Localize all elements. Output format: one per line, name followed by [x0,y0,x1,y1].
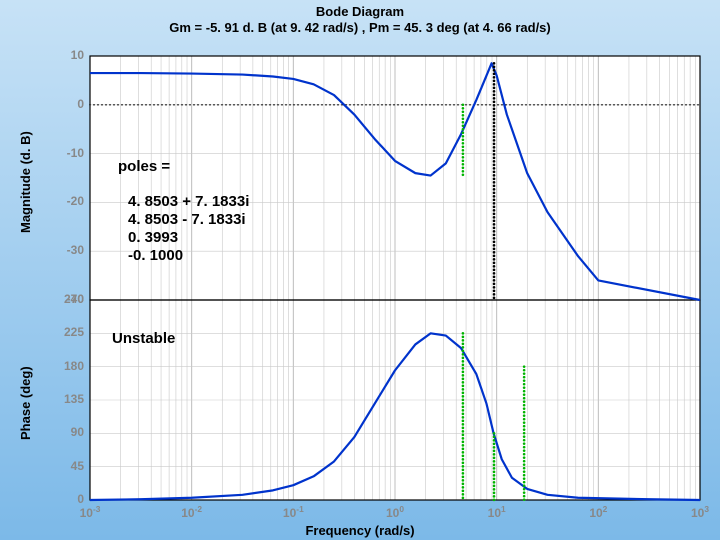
figure-svg [0,0,720,540]
x-tick-label: 102 [580,504,616,520]
bode-diagram-figure: Bode Diagram Gm = -5. 91 d. B (at 9. 42 … [0,0,720,540]
y-tick-label: 0 [44,97,84,111]
x-tick-label: 101 [479,504,515,520]
y-tick-label: 180 [44,359,84,373]
y-tick-label: -30 [44,243,84,257]
x-tick-label: 100 [377,504,413,520]
y-tick-label: -10 [44,146,84,160]
poles-list-line: 4. 8503 - 7. 1833i [128,211,249,229]
unstable-annotation: Unstable [112,330,175,348]
poles-list-line: 0. 3993 [128,229,249,247]
y-tick-label: 90 [44,425,84,439]
poles-list-line: -0. 1000 [128,247,249,265]
y-tick-label: 45 [44,459,84,473]
poles-list-annotation: 4. 8503 + 7. 1833i4. 8503 - 7. 1833i0. 3… [128,193,249,265]
x-tick-label: 103 [682,504,718,520]
magnitude-axis-label: Magnitude (d. B) [18,131,33,233]
y-tick-label: 10 [44,48,84,62]
poles-list-line: 4. 8503 + 7. 1833i [128,193,249,211]
figure-title-line1: Bode Diagram [0,4,720,20]
figure-title-line2: Gm = -5. 91 d. B (at 9. 42 rad/s) , Pm =… [0,20,720,36]
y-tick-label: 225 [44,325,84,339]
y-tick-label: 270 [44,292,84,306]
y-tick-label: -20 [44,194,84,208]
x-tick-label: 10-2 [174,504,210,520]
poles-header-annotation: poles = [118,158,170,176]
frequency-axis-label: Frequency (rad/s) [0,523,720,538]
x-tick-label: 10-3 [72,504,108,520]
y-tick-label: 135 [44,392,84,406]
phase-axis-label: Phase (deg) [18,366,33,440]
figure-title-block: Bode Diagram Gm = -5. 91 d. B (at 9. 42 … [0,4,720,35]
x-tick-label: 10-1 [275,504,311,520]
